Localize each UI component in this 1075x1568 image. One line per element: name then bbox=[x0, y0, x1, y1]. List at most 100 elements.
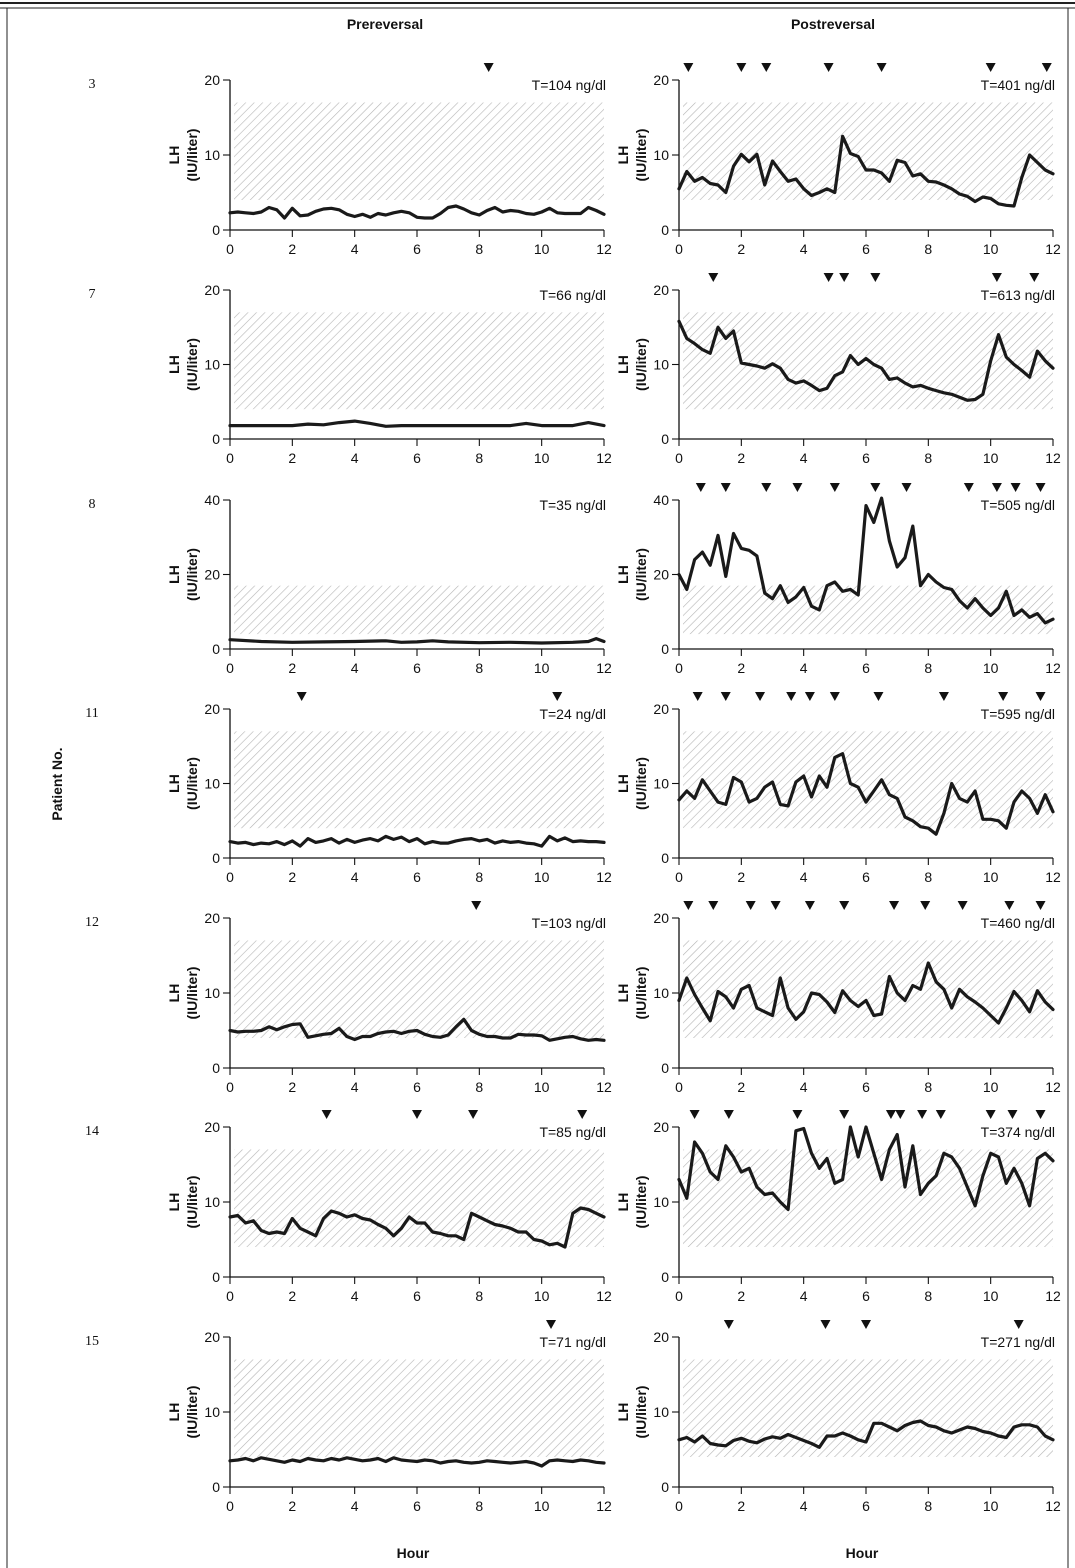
x-tick-label: 8 bbox=[924, 1498, 932, 1514]
x-tick-label: 10 bbox=[983, 450, 999, 466]
testosterone-label: T=103 ng/dl bbox=[532, 915, 606, 931]
patient-number: 15 bbox=[85, 1334, 99, 1349]
y-tick-label: 0 bbox=[661, 1060, 669, 1076]
pulse-marker bbox=[296, 692, 307, 701]
patient-number: 7 bbox=[89, 287, 96, 302]
patient-number-axis-label: Patient No. bbox=[49, 747, 65, 820]
y-axis-label: LH (IU/liter) bbox=[166, 1176, 200, 1229]
x-tick-label: 12 bbox=[1045, 450, 1061, 466]
normal-range-band bbox=[683, 731, 1053, 829]
pulse-marker bbox=[873, 692, 884, 701]
pulse-marker bbox=[1029, 273, 1040, 282]
normal-range-band bbox=[234, 585, 604, 635]
y-tick-label: 0 bbox=[661, 1479, 669, 1495]
x-tick-label: 4 bbox=[351, 241, 359, 257]
pulse-marker bbox=[770, 901, 781, 910]
y-tick-label: 0 bbox=[661, 431, 669, 447]
x-tick-label: 10 bbox=[983, 1079, 999, 1095]
pulse-marker bbox=[720, 483, 731, 492]
y-axis-label: LH (IU/liter) bbox=[615, 757, 649, 810]
x-tick-label: 8 bbox=[475, 450, 483, 466]
panel-15-postreversal: 0 10 20 0 2 4 6 8 10 12 T=271 ng/dl LH (IU/liter) bbox=[615, 1320, 1061, 1514]
x-tick-label: 4 bbox=[351, 1498, 359, 1514]
pulse-marker bbox=[471, 901, 482, 910]
x-tick-label: 6 bbox=[413, 1079, 421, 1095]
x-tick-label: 0 bbox=[675, 1079, 683, 1095]
testosterone-label: T=505 ng/dl bbox=[981, 497, 1055, 513]
y-tick-label: 0 bbox=[661, 641, 669, 657]
pulse-marker bbox=[839, 1110, 850, 1119]
x-tick-label: 10 bbox=[983, 660, 999, 676]
panel-7-postreversal: 0 10 20 0 2 4 6 8 10 12 T=613 ng/dl LH (IU/liter) bbox=[615, 273, 1061, 466]
x-tick-label: 10 bbox=[983, 1288, 999, 1304]
y-axis-label-line1: LH bbox=[166, 146, 182, 165]
x-tick-label: 12 bbox=[596, 1288, 612, 1304]
lh-series-line bbox=[677, 961, 1055, 1025]
x-tick-label: 2 bbox=[737, 241, 745, 257]
x-tick-label: 8 bbox=[475, 869, 483, 885]
x-tick-label: 10 bbox=[534, 1079, 550, 1095]
lh-series-line bbox=[228, 1206, 606, 1249]
pulse-marker bbox=[935, 1110, 946, 1119]
y-axis-label-line1: LH bbox=[615, 774, 631, 793]
pulse-marker bbox=[889, 901, 900, 910]
y-tick-label: 0 bbox=[212, 1060, 220, 1076]
pulse-marker bbox=[870, 483, 881, 492]
lh-series-line bbox=[228, 419, 606, 428]
x-tick-label: 2 bbox=[288, 660, 296, 676]
x-tick-label: 2 bbox=[288, 1288, 296, 1304]
lh-series-line bbox=[228, 204, 606, 220]
normal-range-band bbox=[683, 102, 1053, 200]
y-axis-label-line1: LH bbox=[166, 1403, 182, 1422]
y-axis-label-line2: (IU/liter) bbox=[633, 1386, 649, 1439]
normal-range-band bbox=[234, 102, 604, 200]
pulse-marker bbox=[695, 483, 706, 492]
y-axis-label-line2: (IU/liter) bbox=[633, 338, 649, 391]
patient-number: 14 bbox=[85, 1124, 99, 1139]
pulse-marker bbox=[823, 63, 834, 72]
y-axis-label: LH (IU/liter) bbox=[166, 548, 200, 601]
y-axis-label-line1: LH bbox=[615, 1403, 631, 1422]
x-tick-label: 0 bbox=[226, 660, 234, 676]
pulse-marker bbox=[829, 483, 840, 492]
pulse-marker bbox=[708, 273, 719, 282]
y-tick-label: 10 bbox=[653, 776, 669, 792]
x-tick-label: 12 bbox=[596, 1079, 612, 1095]
x-tick-label: 2 bbox=[737, 1079, 745, 1095]
x-tick-label: 0 bbox=[675, 1498, 683, 1514]
x-tick-label: 12 bbox=[596, 869, 612, 885]
x-tick-label: 8 bbox=[475, 241, 483, 257]
y-axis-label-line1: LH bbox=[166, 565, 182, 584]
y-tick-label: 20 bbox=[204, 567, 220, 583]
y-tick-label: 0 bbox=[661, 222, 669, 238]
x-tick-label: 12 bbox=[596, 241, 612, 257]
x-tick-label: 8 bbox=[475, 660, 483, 676]
y-tick-label: 10 bbox=[653, 1404, 669, 1420]
pulse-marker bbox=[895, 1110, 906, 1119]
normal-range-band bbox=[683, 1149, 1053, 1247]
x-tick-label: 6 bbox=[862, 660, 870, 676]
y-tick-label: 0 bbox=[212, 431, 220, 447]
pulse-marker bbox=[829, 692, 840, 701]
x-tick-label: 4 bbox=[800, 660, 808, 676]
x-tick-label: 4 bbox=[351, 869, 359, 885]
y-tick-label: 0 bbox=[212, 641, 220, 657]
pulse-marker bbox=[804, 692, 815, 701]
y-axis-label-line2: (IU/liter) bbox=[633, 548, 649, 601]
x-tick-label: 2 bbox=[737, 869, 745, 885]
patient-number: 3 bbox=[89, 77, 96, 92]
x-tick-label: 8 bbox=[475, 1498, 483, 1514]
pulse-marker bbox=[683, 63, 694, 72]
y-tick-label: 10 bbox=[204, 357, 220, 373]
y-tick-label: 20 bbox=[204, 1329, 220, 1345]
y-axis-label-line1: LH bbox=[615, 1193, 631, 1212]
normal-range-band bbox=[234, 731, 604, 829]
x-tick-label: 2 bbox=[288, 869, 296, 885]
column-title-prereversal: Prereversal bbox=[347, 16, 423, 32]
x-tick-label: 8 bbox=[924, 450, 932, 466]
testosterone-label: T=374 ng/dl bbox=[981, 1124, 1055, 1140]
y-axis-label-line2: (IU/liter) bbox=[633, 1176, 649, 1229]
testosterone-label: T=35 ng/dl bbox=[539, 497, 606, 513]
pulse-marker bbox=[692, 692, 703, 701]
